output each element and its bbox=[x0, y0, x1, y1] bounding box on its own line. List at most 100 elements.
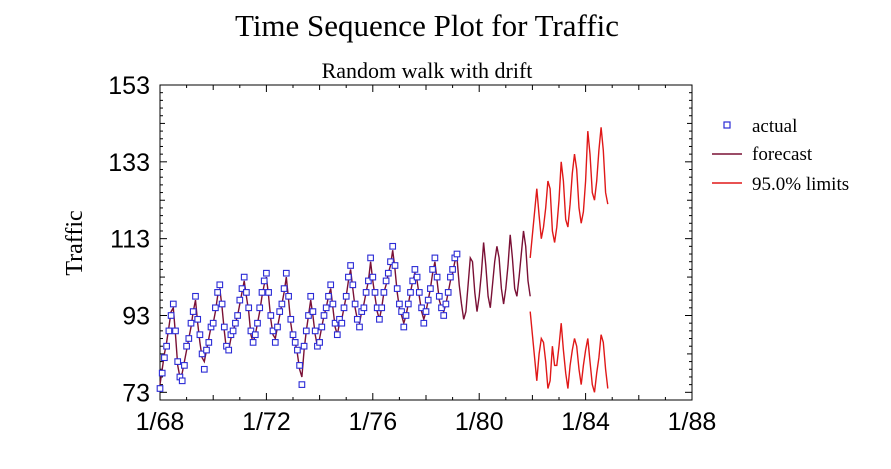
actual-point bbox=[158, 369, 166, 377]
y-tick-label: 93 bbox=[122, 302, 150, 330]
actual-point bbox=[243, 289, 250, 296]
actual-point bbox=[185, 335, 193, 342]
actual-point bbox=[367, 254, 374, 262]
actual-point bbox=[263, 269, 270, 277]
actual-point bbox=[167, 312, 175, 319]
y-axis-label: Traffic bbox=[62, 210, 88, 275]
chart-subtitle: Random walk with drift bbox=[322, 58, 533, 83]
actual-point bbox=[260, 277, 268, 285]
actual-point bbox=[351, 300, 359, 308]
actual-point bbox=[349, 281, 357, 289]
actual-point bbox=[302, 327, 310, 335]
actual-point bbox=[169, 300, 177, 308]
actual-point bbox=[172, 327, 179, 335]
actual-point bbox=[398, 308, 405, 315]
actual-point bbox=[325, 292, 332, 300]
legend-label-forecast: forecast bbox=[752, 144, 813, 165]
y-tick-label: 133 bbox=[108, 149, 150, 177]
actual-point bbox=[327, 281, 335, 289]
actual-point bbox=[269, 327, 277, 335]
actual-point bbox=[267, 312, 275, 319]
actual-point bbox=[429, 266, 436, 273]
actual-point bbox=[289, 331, 297, 339]
actual-point bbox=[192, 292, 199, 300]
actual-point bbox=[278, 300, 286, 308]
actual-point bbox=[305, 312, 312, 319]
actual-point bbox=[212, 304, 219, 312]
actual-point bbox=[333, 331, 341, 339]
legend: actual forecast 95.0% limits bbox=[712, 116, 849, 195]
actual-point bbox=[282, 269, 290, 277]
actual-point bbox=[365, 277, 372, 285]
actual-point bbox=[163, 342, 170, 350]
actual-point bbox=[203, 346, 210, 354]
plot-frame bbox=[159, 84, 693, 401]
actual-point bbox=[444, 289, 452, 296]
actual-point bbox=[271, 339, 279, 346]
actual-point bbox=[342, 292, 350, 300]
upper-95-limit-line bbox=[529, 127, 609, 258]
actual-point bbox=[285, 292, 292, 300]
actual-point bbox=[220, 323, 228, 331]
actual-point bbox=[391, 262, 399, 269]
chart-title: Time Sequence Plot for Traffic bbox=[235, 8, 619, 43]
actual-point bbox=[449, 266, 456, 273]
actual-point bbox=[254, 319, 261, 327]
actual-point bbox=[331, 319, 339, 327]
actual-point bbox=[232, 319, 239, 327]
actual-point bbox=[413, 273, 421, 281]
actual-point bbox=[371, 289, 379, 296]
actual-point bbox=[296, 362, 303, 369]
actual-point bbox=[420, 319, 428, 327]
actual-point bbox=[291, 339, 299, 346]
actual-point bbox=[382, 277, 390, 285]
actual-point bbox=[433, 273, 441, 281]
actual-point bbox=[424, 296, 432, 304]
actual-point bbox=[453, 250, 461, 258]
actual-point bbox=[234, 312, 241, 319]
actual-point bbox=[431, 254, 439, 262]
actual-point bbox=[415, 289, 423, 296]
actual-point bbox=[251, 331, 259, 339]
actual-point bbox=[389, 242, 397, 250]
actual-point bbox=[442, 300, 450, 308]
actual-point bbox=[183, 342, 190, 350]
actual-point bbox=[307, 292, 315, 300]
actual-point bbox=[356, 323, 363, 331]
actual-point bbox=[274, 323, 281, 331]
actual-point bbox=[174, 358, 182, 365]
actual-point bbox=[422, 308, 430, 315]
actual-point bbox=[435, 292, 443, 300]
x-tick-label: 1/88 bbox=[668, 408, 717, 436]
actual-point bbox=[402, 312, 410, 319]
actual-point bbox=[440, 312, 448, 319]
actual-point bbox=[318, 323, 326, 331]
actual-point bbox=[209, 319, 217, 327]
actual-point bbox=[309, 308, 317, 315]
y-tick-label: 153 bbox=[108, 72, 150, 100]
actual-point bbox=[287, 315, 295, 323]
legend-marker-actual bbox=[723, 121, 731, 129]
actual-point bbox=[409, 277, 417, 285]
actual-point bbox=[345, 273, 352, 281]
actual-point bbox=[298, 381, 306, 388]
actual-point bbox=[200, 365, 208, 373]
actual-point bbox=[256, 304, 264, 312]
actual-point bbox=[407, 289, 414, 296]
actual-point bbox=[245, 304, 253, 312]
actual-point bbox=[438, 304, 445, 312]
actual-point bbox=[378, 304, 386, 312]
x-tick-label: 1/68 bbox=[136, 408, 185, 436]
x-tick-label: 1/76 bbox=[348, 408, 397, 436]
actual-point bbox=[347, 262, 354, 269]
actual-point bbox=[376, 315, 383, 323]
y-tick-label: 73 bbox=[122, 379, 150, 407]
actual-point bbox=[396, 300, 403, 308]
actual-point bbox=[418, 304, 425, 312]
x-tick-label: 1/80 bbox=[455, 408, 504, 436]
actual-point bbox=[218, 300, 226, 308]
actual-point bbox=[400, 323, 408, 331]
actual-point bbox=[189, 308, 197, 315]
actual-point bbox=[404, 300, 412, 308]
